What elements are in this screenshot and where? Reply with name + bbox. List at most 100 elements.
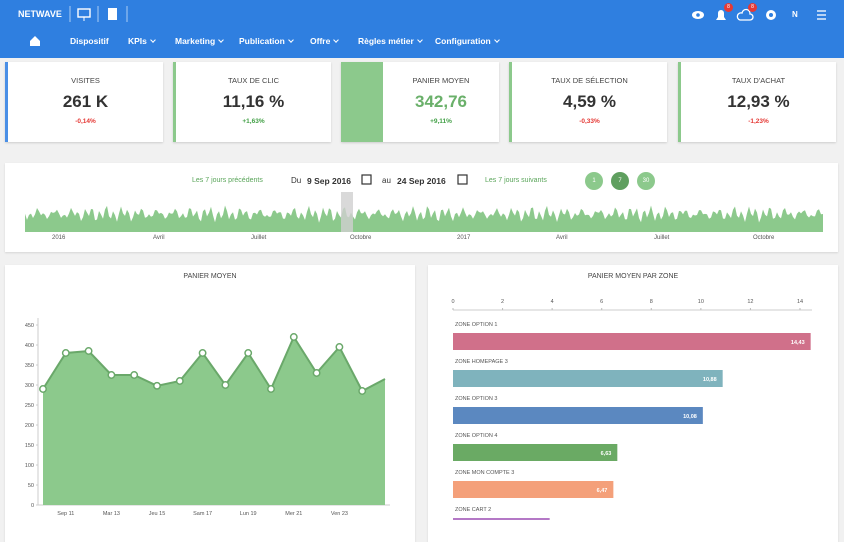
kpi-delta: +1,63%: [242, 118, 265, 125]
to-date[interactable]: 24 Sep 2016: [397, 176, 446, 186]
kpi-delta: -0,33%: [579, 118, 600, 125]
kpi-value: 4,59 %: [563, 92, 616, 111]
kpi-card: TAUX DE SÉLECTION 4,59 % -0,33%: [509, 62, 667, 142]
prev-link[interactable]: Les 7 jours précédents: [192, 177, 263, 184]
to-label: au: [382, 176, 391, 185]
category-label: ZONE HOMEPAGE 3: [455, 359, 508, 365]
timeline-area: [25, 205, 823, 232]
nav-item[interactable]: Configuration: [435, 36, 499, 46]
point: [221, 381, 230, 389]
kpi-delta: -0,14%: [75, 118, 96, 125]
period-button[interactable]: 30: [637, 172, 655, 190]
calendar-icon: [457, 174, 468, 185]
period-button[interactable]: 1: [585, 172, 603, 190]
kpi-delta: -1,23%: [748, 118, 769, 125]
from-date[interactable]: 9 Sep 2016: [307, 176, 351, 186]
top-bar: NETWAVE 8 8 N Dispositif KPIs Marketing Pub…: [0, 0, 844, 58]
value-label: 6,47: [597, 488, 608, 494]
badge: 8: [724, 3, 733, 12]
nav-item[interactable]: Dispositif: [70, 36, 109, 46]
timeline-label: 2016: [52, 235, 66, 241]
timeline-label: Avril: [153, 235, 165, 241]
x-tick-label: Lun 19: [240, 511, 257, 517]
point: [267, 385, 275, 393]
kpi-value: 342,76: [415, 92, 467, 111]
badge: 8: [748, 3, 757, 12]
y-tick-label: 50: [28, 483, 34, 489]
timeline-label: Avril: [556, 235, 568, 241]
x-tick-label: 4: [551, 299, 554, 305]
nav-item[interactable]: Publication: [239, 36, 293, 46]
timeline-label: Octobre: [753, 235, 775, 241]
timeline-handle: [341, 192, 353, 232]
date-panel: [5, 163, 838, 252]
nav-item[interactable]: KPIs: [128, 36, 155, 46]
point: [198, 349, 207, 357]
x-tick-label: Ven 23: [331, 511, 348, 517]
bar: [453, 333, 811, 350]
kpi-card: TAUX D'ACHAT 12,93 % -1,23%: [678, 62, 836, 142]
x-tick-label: 6: [600, 299, 603, 305]
point: [61, 349, 70, 357]
kpi-value: 261 K: [62, 92, 109, 111]
point: [312, 369, 321, 377]
bar: [453, 481, 614, 498]
period-button[interactable]: 7: [611, 172, 629, 190]
point: [84, 347, 93, 355]
kpi-label: TAUX D'ACHAT: [731, 76, 786, 85]
value-label: 6,63: [601, 451, 612, 457]
category-label: ZONE OPTION 3: [455, 396, 497, 402]
x-tick-label: Jeu 15: [149, 511, 166, 517]
value-label: 14,43: [791, 340, 805, 346]
nav-item[interactable]: Règles métier: [358, 36, 422, 46]
brand[interactable]: NETWAVE: [18, 9, 62, 19]
x-tick-label: 10: [698, 299, 704, 305]
timeline-label: Juillet: [251, 235, 267, 241]
kpi-label: VISITES: [71, 76, 100, 85]
x-tick-label: Sam 17: [193, 511, 212, 517]
kpi-value: 12,93 %: [727, 92, 790, 111]
point: [153, 381, 161, 390]
y-tick-label: 100: [25, 463, 34, 469]
value-label: 10,88: [703, 377, 717, 383]
bar: [453, 407, 703, 424]
nav-item[interactable]: Offre: [310, 36, 338, 46]
next-link[interactable]: Les 7 jours suivants: [485, 177, 547, 184]
chart-title: PANIER MOYEN: [183, 273, 236, 280]
line: [42, 334, 386, 393]
x-tick-label: Mer 21: [285, 511, 302, 517]
point: [289, 333, 298, 341]
x-tick-label: Mar 13: [103, 511, 120, 517]
x-tick-label: 8: [650, 299, 653, 305]
timeline-label: Juillet: [654, 235, 670, 241]
point: [335, 343, 344, 351]
point: [107, 371, 116, 379]
point: [39, 385, 47, 393]
kpi-label: TAUX DE CLIC: [227, 76, 280, 85]
header-icons: [30, 6, 826, 46]
bar: [453, 518, 550, 520]
point: [244, 349, 253, 357]
kpi-label: PANIER MOYEN: [412, 76, 470, 85]
chart-title: PANIER MOYEN PAR ZONE: [588, 273, 679, 280]
bar: [453, 370, 723, 387]
y-tick-label: 150: [25, 443, 34, 449]
kpi-delta: +9,11%: [430, 118, 452, 125]
point: [175, 377, 184, 385]
timeline-label: 2017: [457, 235, 471, 241]
x-tick-label: 2: [501, 299, 504, 305]
y-tick-label: 400: [25, 343, 34, 349]
timeline-label: Octobre: [350, 235, 372, 241]
x-tick-label: 12: [747, 299, 753, 305]
nav-item[interactable]: Marketing: [175, 36, 223, 46]
kpi-label: TAUX DE SÉLECTION: [551, 76, 628, 85]
category-label: ZONE OPTION 4: [455, 433, 497, 439]
x-tick-label: Sep 11: [57, 511, 74, 517]
point: [130, 371, 139, 379]
user-initial[interactable]: N: [792, 10, 798, 19]
category-label: ZONE MON COMPTE 3: [455, 470, 514, 476]
calendar-icon: [361, 174, 372, 185]
point: [358, 387, 367, 395]
